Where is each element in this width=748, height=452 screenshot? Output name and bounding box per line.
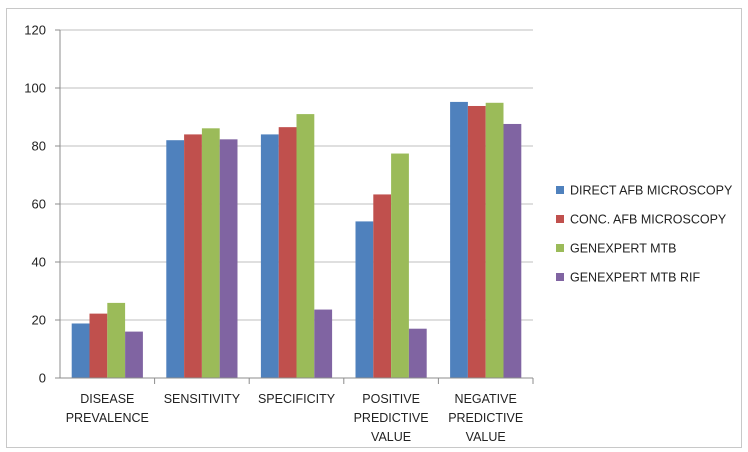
x-category-label: PREDICTIVE	[448, 411, 523, 425]
y-tick-label: 20	[32, 313, 46, 328]
y-tick-label: 0	[39, 371, 46, 386]
x-category-label: SENSITIVITY	[164, 392, 241, 406]
legend-swatch	[556, 186, 564, 194]
bar	[89, 313, 108, 378]
legend-swatch	[556, 244, 564, 252]
x-category-label: VALUE	[466, 430, 506, 444]
y-tick-label: 80	[32, 139, 46, 154]
bar	[485, 102, 504, 378]
x-category-label: NEGATIVE	[455, 392, 517, 406]
x-axis: DISEASE PREVALENCE SENSITIVITY SPECIFICITY P…	[60, 377, 534, 444]
legend: DIRECT AFB MICROSCOPY CONC. AFB MICROSCOP…	[556, 184, 733, 285]
bar	[408, 328, 427, 378]
bar	[260, 134, 279, 378]
bar	[278, 127, 297, 379]
y-tick-label: 120	[24, 23, 46, 38]
legend-label: CONC. AFB MICROSCOPY	[570, 213, 727, 227]
bar	[71, 323, 90, 378]
bar	[355, 221, 374, 378]
x-category-label: DISEASE	[80, 392, 134, 406]
bar	[373, 194, 392, 378]
bar	[391, 153, 409, 378]
bar	[503, 123, 522, 379]
legend-label: GENEXPERT MTB RIF	[570, 271, 700, 285]
bar	[125, 331, 143, 378]
x-category-label: PREVALENCE	[66, 411, 149, 425]
y-tick-label: 60	[32, 197, 46, 212]
bar	[296, 114, 315, 378]
x-category-label: SPECIFICITY	[258, 392, 336, 406]
legend-swatch	[556, 215, 564, 223]
bar	[314, 309, 333, 378]
y-tick-label: 40	[32, 255, 46, 270]
bar	[201, 128, 220, 378]
bar	[107, 302, 126, 378]
bar	[467, 105, 486, 378]
legend-label: DIRECT AFB MICROSCOPY	[570, 184, 733, 198]
x-category-label: VALUE	[371, 430, 411, 444]
bars	[71, 101, 522, 379]
x-category-label: POSITIVE	[362, 392, 420, 406]
bar	[450, 101, 468, 379]
bar	[166, 140, 185, 378]
bar	[219, 139, 238, 378]
x-category-label: PREDICTIVE	[354, 411, 429, 425]
y-tick-label: 100	[24, 81, 46, 96]
legend-swatch	[556, 273, 564, 281]
legend-label: GENEXPERT MTB	[570, 242, 677, 256]
bar	[184, 134, 202, 378]
y-axis: 0 20 40 60 80 100 120	[24, 23, 61, 386]
